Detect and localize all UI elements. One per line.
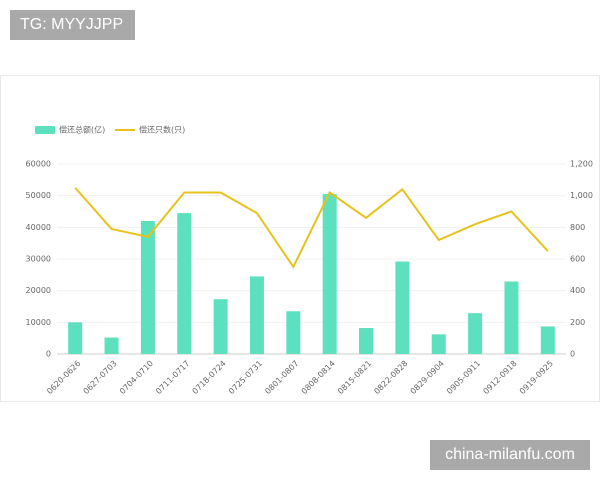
bar <box>104 337 119 354</box>
bar <box>540 326 555 354</box>
y2-tick-label: 1,200 <box>570 160 593 169</box>
bar <box>68 322 83 354</box>
bar <box>468 313 483 354</box>
legend-label: 偿还只数(只) <box>139 125 185 135</box>
y-tick-label: 20000 <box>26 286 51 295</box>
y-tick-label: 10000 <box>26 318 51 327</box>
bar <box>322 194 337 354</box>
y2-tick-label: 800 <box>570 223 585 232</box>
bar <box>504 281 519 354</box>
y-tick-label: 40000 <box>26 223 51 232</box>
legend-swatch <box>35 126 55 134</box>
watermark: TG: MYYJJPP <box>10 10 135 40</box>
bar <box>140 221 155 354</box>
bar <box>431 334 446 354</box>
y-tick-label: 60000 <box>26 160 51 169</box>
y2-tick-label: 400 <box>570 286 585 295</box>
watermark: china-milanfu.com <box>430 440 590 470</box>
y2-tick-label: 1,000 <box>570 191 593 200</box>
bar <box>177 213 192 354</box>
y-tick-label: 50000 <box>26 191 51 200</box>
y2-tick-label: 600 <box>570 255 585 264</box>
line <box>74 187 549 269</box>
legend-label: 偿还总额(亿) <box>59 125 105 135</box>
bar <box>249 276 264 354</box>
bar <box>213 299 228 354</box>
y-tick-label: 30000 <box>26 255 51 264</box>
bar <box>395 261 410 354</box>
y-tick-label: 0 <box>46 350 51 359</box>
bar <box>359 328 374 354</box>
bar <box>286 311 301 354</box>
y2-tick-label: 0 <box>570 350 575 359</box>
y2-tick-label: 200 <box>570 318 585 327</box>
